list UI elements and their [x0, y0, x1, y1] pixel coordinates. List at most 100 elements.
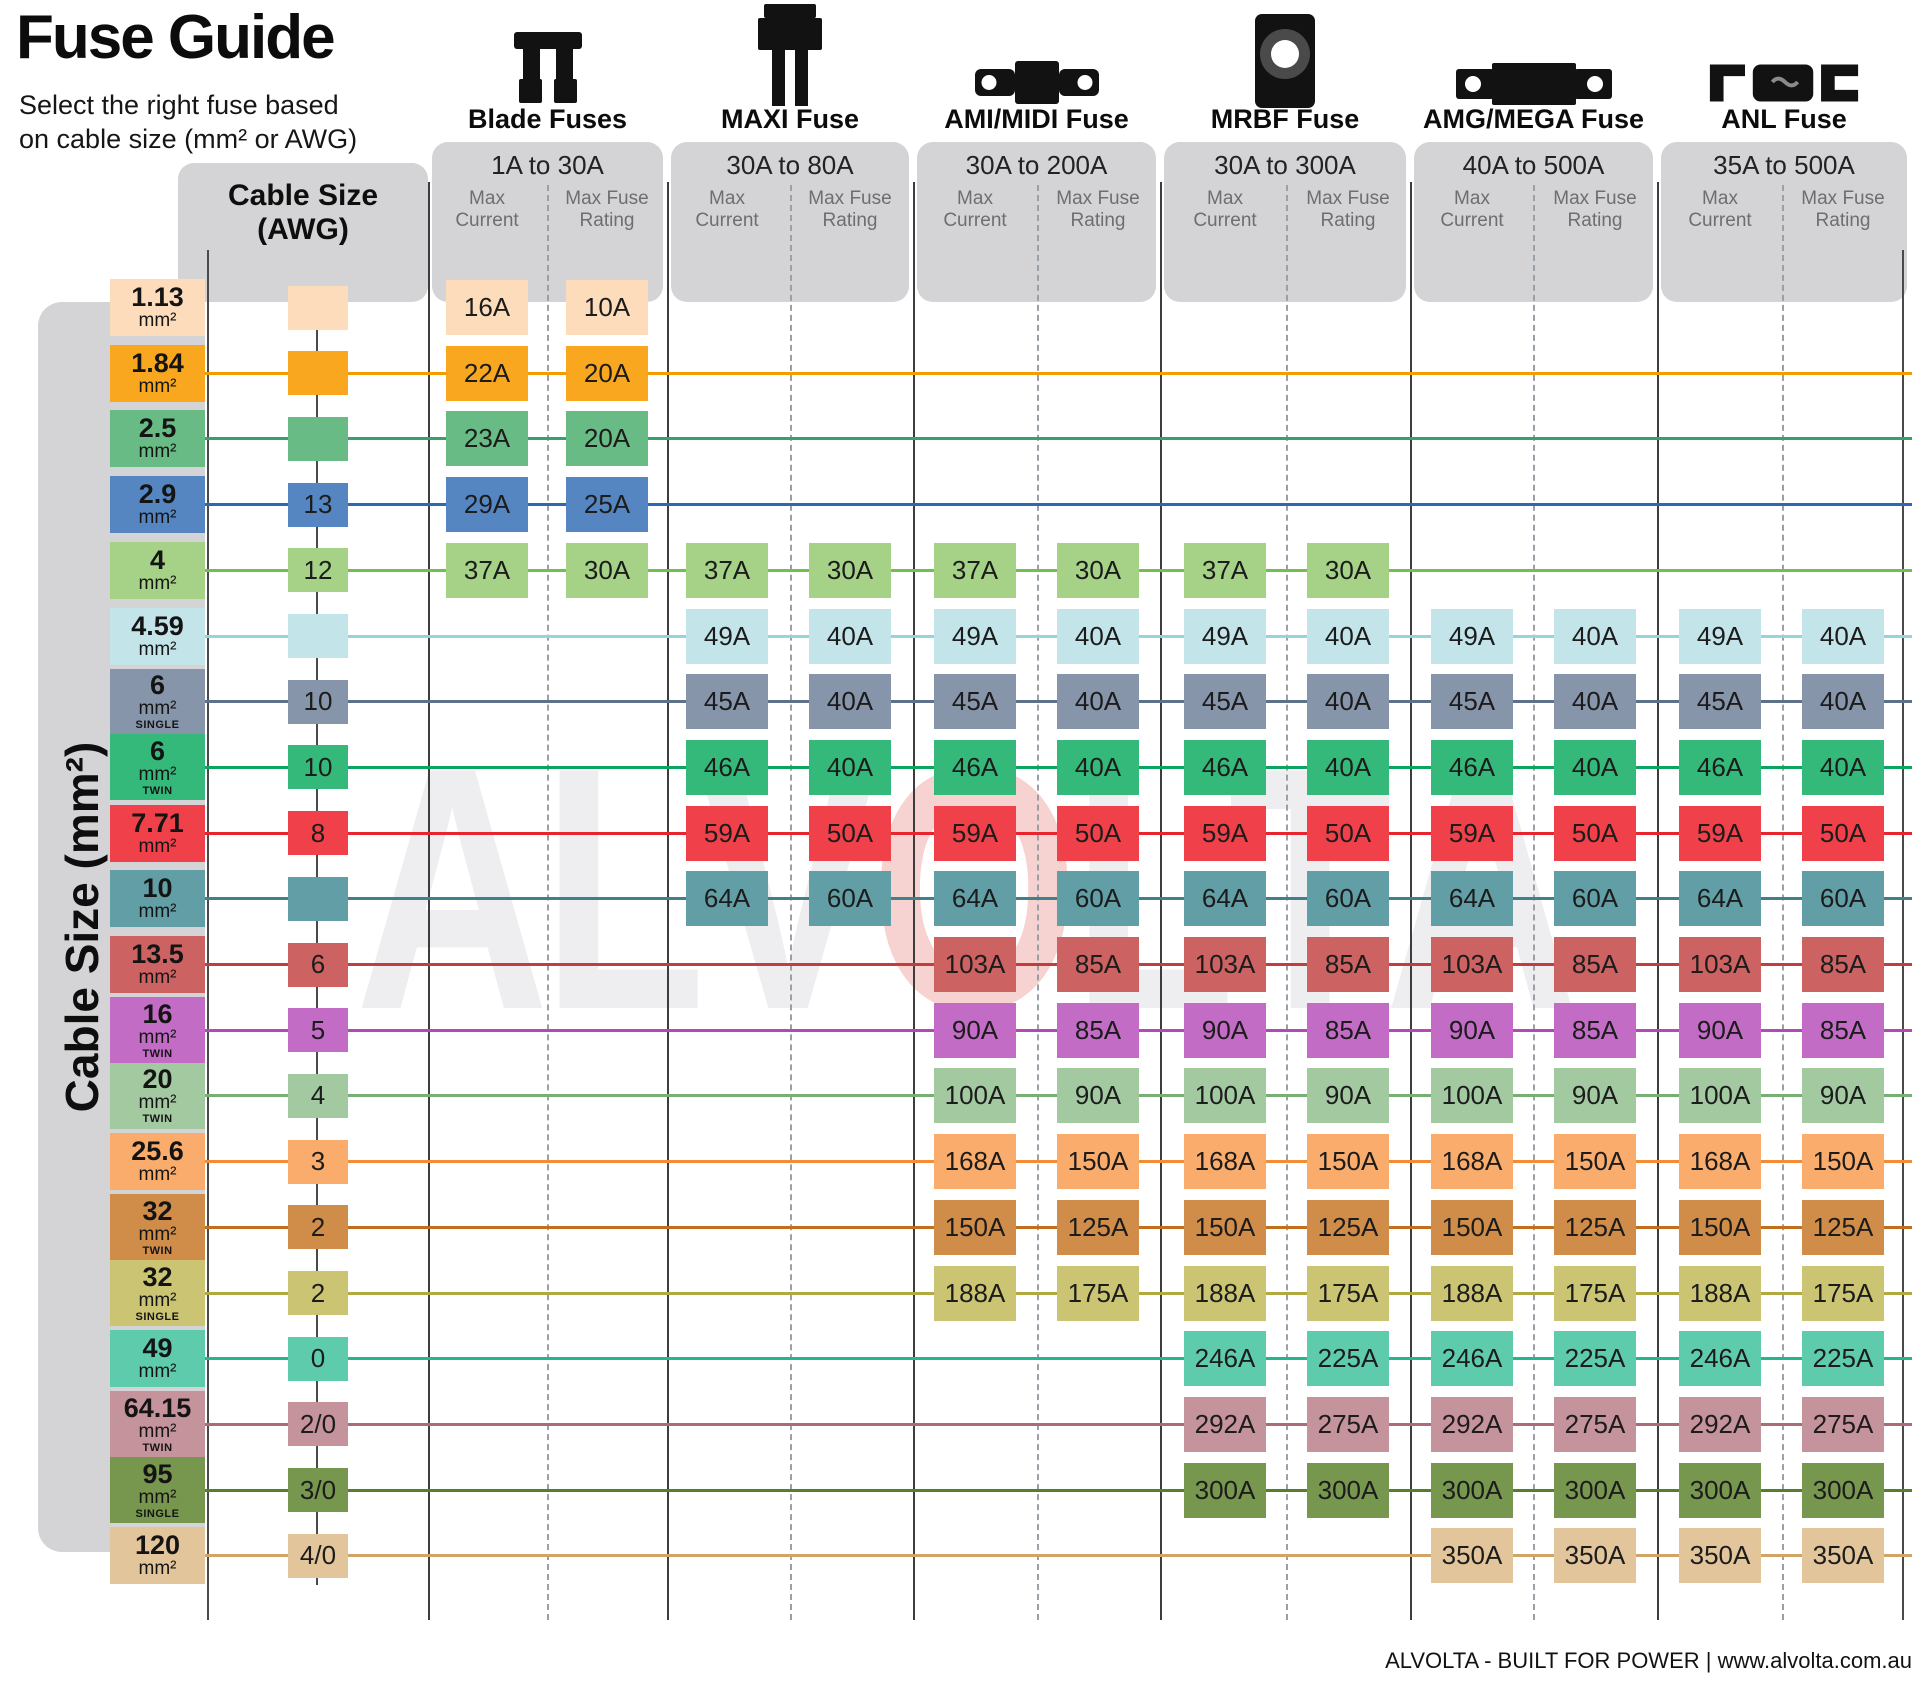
amimidi-max-current-cell: 49A — [934, 608, 1016, 664]
mrbf-max-fuse-rating-cell: 60A — [1307, 871, 1389, 927]
row-line-2.5mm2 — [200, 437, 1912, 441]
subcolumn-dashed-line — [1533, 185, 1535, 1620]
cable-size-value: 4 — [149, 544, 166, 575]
fuse-name-anl: ANL Fuse — [1721, 104, 1847, 134]
row-line-25.6mm2 — [200, 1160, 1912, 1164]
anl-max-fuse-rating-cell: 300A — [1802, 1462, 1884, 1518]
page-subtitle-line1: Select the right fuse based — [19, 90, 339, 120]
fuse-name-blade: Blade Fuses — [467, 104, 628, 134]
cable-size-unit: mm² — [138, 967, 177, 988]
cable-size-label-7.71mm2: 7.71 mm² — [110, 804, 205, 862]
awg-cell-49mm2: 0 — [288, 1336, 348, 1381]
anl-max-fuse-rating-cell: 40A — [1802, 608, 1884, 664]
amg-max-current-cell: 150A — [1431, 1199, 1513, 1255]
amg-max-fuse-rating-cell: 350A — [1554, 1528, 1636, 1584]
mrbf-max-current-cell: 246A — [1184, 1331, 1266, 1387]
mrbf-max-current-cell: 59A — [1184, 805, 1266, 861]
fuse-range-mrbf: 30A to 300A — [1214, 150, 1356, 180]
anl-max-fuse-rating-cell: 150A — [1802, 1134, 1884, 1190]
cable-size-axis-label: Cable Size (mm²) — [56, 741, 108, 1113]
cable-size-label-32-singlemm2: 32 mm² SINGLE — [110, 1260, 205, 1326]
row-line-10mm2 — [200, 897, 1912, 901]
mrbf-max-current-cell: 168A — [1184, 1134, 1266, 1190]
cable-size-unit: mm² — [138, 310, 177, 331]
awg-cell-1.84mm2 — [288, 351, 348, 396]
cable-size-value: 13.5 — [131, 939, 184, 969]
awg-cell-6-twinmm2: 10 — [288, 745, 348, 790]
subcolumn-dashed-line — [1782, 185, 1784, 1620]
max-current-label-mrbf: Max Current — [1193, 188, 1257, 231]
row-line-6-singlemm2 — [200, 700, 1912, 704]
amg-max-fuse-rating-cell: 50A — [1554, 805, 1636, 861]
row-line-4mm2 — [200, 568, 1912, 572]
cable-size-label-1.13mm2: 1.13 mm² — [110, 279, 205, 336]
anl-max-fuse-rating-cell: 275A — [1802, 1396, 1884, 1452]
anl-max-current-cell: 100A — [1679, 1068, 1761, 1124]
amg-max-current-cell: 45A — [1431, 674, 1513, 730]
amg-mega-fuse-icon — [1455, 14, 1612, 108]
cable-size-label-10mm2: 10 mm² — [110, 870, 205, 928]
awg-cell-32-twinmm2: 2 — [288, 1205, 348, 1250]
maxi-max-current-cell: 49A — [686, 608, 768, 664]
anl-max-fuse-rating-cell: 90A — [1802, 1068, 1884, 1124]
cable-size-label-95-singlemm2: 95 mm² SINGLE — [110, 1457, 205, 1524]
mrbf-max-fuse-rating-cell: 275A — [1307, 1396, 1389, 1452]
mrbf-max-fuse-rating-cell: 300A — [1307, 1462, 1389, 1518]
anl-max-current-cell: 168A — [1679, 1134, 1761, 1190]
cable-size-value: 32 — [142, 1261, 173, 1292]
mrbf-max-fuse-rating-cell: 30A — [1307, 542, 1389, 598]
anl-max-fuse-rating-cell: 350A — [1802, 1528, 1884, 1584]
amimidi-max-fuse-rating-cell: 30A — [1057, 542, 1139, 598]
cable-size-label-32-twinmm2: 32 mm² TWIN — [110, 1194, 205, 1261]
column-separator-line — [1160, 182, 1162, 1620]
row-line-7.71mm2 — [200, 831, 1912, 835]
row-line-4.59mm2 — [200, 634, 1912, 638]
watermark-letter: A — [355, 697, 549, 1082]
cable-size-value: 6 — [149, 670, 166, 701]
anl-max-current-cell: 150A — [1679, 1199, 1761, 1255]
max-fuse-rating-label-blade: Max Fuse Rating — [565, 188, 649, 231]
amimidi-max-fuse-rating-cell: 90A — [1057, 1068, 1139, 1124]
amimidi-max-fuse-rating-cell: 40A — [1057, 674, 1139, 730]
cable-size-value: 32 — [142, 1195, 173, 1226]
fuse-range-blade: 1A to 30A — [491, 150, 604, 180]
mrbf-max-current-cell: 45A — [1184, 674, 1266, 730]
maxi-max-fuse-rating-cell: 40A — [809, 608, 891, 664]
cable-size-unit: mm² — [138, 638, 177, 660]
amg-max-current-cell: 46A — [1431, 739, 1513, 795]
row-line-16-twinmm2 — [200, 1028, 1912, 1032]
amimidi-max-fuse-rating-cell: 60A — [1057, 871, 1139, 927]
anl-max-current-cell: 49A — [1679, 608, 1761, 664]
maxi-max-current-cell: 45A — [686, 674, 768, 730]
amg-max-fuse-rating-cell: 85A — [1554, 937, 1636, 992]
max-fuse-rating-label-amg: Max Fuse Rating — [1553, 188, 1637, 231]
blade-max-fuse-rating-cell: 20A — [566, 411, 648, 467]
cable-size-unit: mm² — [138, 1164, 177, 1186]
anl-max-fuse-rating-cell: 175A — [1802, 1265, 1884, 1321]
awg-cell-1.13mm2 — [288, 285, 348, 330]
max-fuse-rating-label-mrbf: Max Fuse Rating — [1306, 188, 1390, 231]
cable-size-label-25.6mm2: 25.6 mm² — [110, 1133, 205, 1191]
cable-size-unit: mm² — [138, 1092, 177, 1114]
fuse-range-maxi: 30A to 80A — [726, 150, 854, 180]
cable-size-unit: mm² — [138, 441, 177, 463]
amg-max-current-cell: 100A — [1431, 1068, 1513, 1124]
column-separator-line — [913, 182, 915, 1620]
column-separator-line — [1902, 250, 1904, 1620]
fuse-range-anl: 35A to 500A — [1713, 150, 1855, 180]
amg-max-fuse-rating-cell: 90A — [1554, 1068, 1636, 1124]
row-line-32-singlemm2 — [200, 1291, 1912, 1295]
footer-text: ALVOLTA - BUILT FOR POWER | www.alvolta.… — [1385, 1648, 1912, 1673]
mrbf-max-current-cell: 100A — [1184, 1068, 1266, 1124]
mrbf-max-fuse-rating-cell: 150A — [1307, 1134, 1389, 1190]
cable-size-unit: mm² — [138, 1486, 177, 1508]
amimidi-max-current-cell: 90A — [934, 1002, 1016, 1058]
cable-variant-label: TWIN — [142, 1047, 173, 1060]
awg-cell-6-singlemm2: 10 — [288, 679, 348, 724]
amimidi-max-current-cell: 64A — [934, 871, 1016, 927]
maxi-max-fuse-rating-cell: 50A — [809, 805, 891, 861]
awg-cell-4.59mm2 — [288, 614, 348, 658]
page-subtitle-line2: on cable size (mm² or AWG) — [19, 124, 358, 154]
cable-variant-label: TWIN — [142, 784, 173, 797]
